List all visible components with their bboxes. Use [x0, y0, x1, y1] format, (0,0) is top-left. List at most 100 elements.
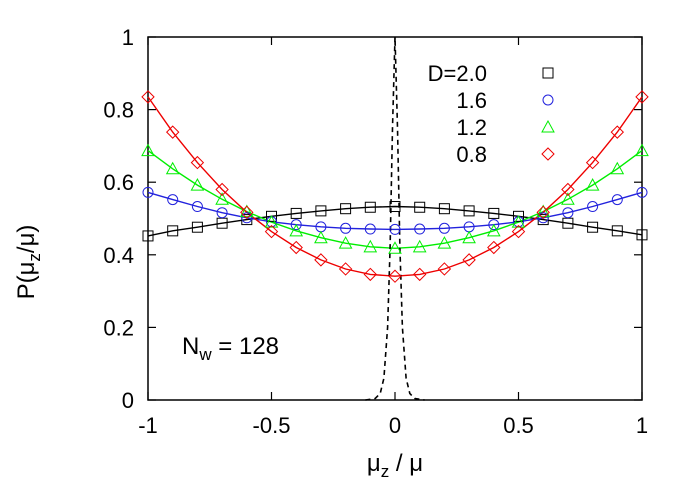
- data-point: [389, 201, 401, 213]
- data-point: [141, 143, 155, 157]
- legend-label: 0.8: [456, 142, 487, 167]
- data-point: [463, 205, 475, 217]
- x-tick-label: 0.5: [503, 413, 534, 438]
- legend-label: D=2.0: [428, 61, 487, 86]
- data-point: [488, 219, 500, 231]
- data-point: [191, 221, 203, 233]
- series-line-1: [147, 191, 643, 231]
- data-point: [338, 262, 353, 276]
- data-point: [338, 236, 353, 249]
- series-line-0: [147, 205, 643, 237]
- legend-marker: [541, 147, 555, 161]
- data-point: [486, 223, 501, 237]
- data-point: [562, 217, 574, 229]
- data-point: [462, 230, 476, 244]
- data-point: [611, 225, 623, 237]
- data-point: [190, 155, 205, 170]
- y-tick-label: 0.4: [103, 243, 134, 268]
- data-point: [414, 223, 426, 235]
- nw-annotation-rest: = 128: [212, 333, 279, 360]
- y-tick-label: 1: [122, 25, 134, 50]
- data-point: [536, 204, 551, 218]
- data-point: [264, 224, 279, 239]
- data-point: [438, 222, 450, 234]
- data-point: [438, 203, 450, 215]
- data-point: [167, 194, 179, 206]
- data-point: [264, 215, 279, 228]
- data-point: [165, 125, 180, 139]
- data-point: [363, 267, 378, 282]
- y-tick-label: 0.8: [103, 98, 134, 123]
- data-point: [414, 201, 426, 213]
- data-point: [562, 207, 574, 219]
- data-point: [536, 205, 550, 220]
- data-point: [340, 203, 352, 215]
- data-point: [462, 253, 476, 267]
- data-point: [290, 219, 302, 231]
- data-point: [585, 178, 600, 191]
- data-point: [388, 269, 402, 283]
- legend-marker: [542, 67, 554, 79]
- data-point: [142, 230, 154, 242]
- data-point: [587, 201, 599, 213]
- data-point: [611, 194, 623, 206]
- data-point: [585, 155, 600, 170]
- legend-marker: [541, 119, 555, 133]
- data-point: [388, 241, 402, 254]
- legend-label: 1.2: [456, 115, 487, 140]
- x-axis-label-main: μ: [367, 450, 381, 477]
- data-point: [636, 229, 648, 241]
- data-point: [314, 253, 328, 267]
- data-point: [610, 161, 625, 175]
- data-point: [289, 240, 303, 255]
- y-axis-label: P(μz/μ): [13, 225, 44, 300]
- data-point: [141, 90, 155, 104]
- data-point: [216, 207, 228, 219]
- data-point: [240, 205, 254, 220]
- data-point: [636, 186, 648, 198]
- y-tick-label: 0.6: [103, 170, 134, 195]
- data-point: [215, 182, 229, 197]
- data-point: [561, 182, 575, 197]
- nw-annotation-main: N: [182, 333, 199, 360]
- y-axis-label-sub: z: [25, 253, 44, 262]
- x-tick-label: 1: [636, 413, 648, 438]
- data-point: [142, 186, 154, 198]
- x-tick-label: -0.5: [253, 413, 291, 438]
- data-point: [437, 236, 452, 249]
- legend-label: 1.6: [456, 88, 487, 113]
- data-point: [635, 143, 649, 157]
- data-point: [610, 125, 625, 139]
- data-point: [241, 212, 253, 224]
- y-axis-label-post: /μ): [13, 225, 40, 254]
- data-point: [511, 224, 526, 239]
- x-axis-label: μz / μ: [367, 450, 423, 481]
- data-point: [216, 217, 228, 229]
- series-line-3: [147, 96, 643, 277]
- data-point: [513, 210, 524, 222]
- data-point: [190, 178, 205, 191]
- data-point: [363, 239, 378, 253]
- data-point: [289, 223, 304, 237]
- y-tick-label: 0.2: [103, 315, 134, 340]
- data-point: [635, 90, 649, 104]
- data-point: [364, 223, 376, 235]
- nw-annotation-sub: w: [198, 345, 212, 364]
- series-line-2: [147, 150, 643, 250]
- data-point: [314, 230, 328, 244]
- data-point: [290, 207, 302, 219]
- data-point: [561, 192, 575, 205]
- nw-annotation: Nw = 128: [182, 333, 279, 364]
- data-point: [191, 201, 203, 213]
- x-axis-label-rest: / μ: [389, 450, 423, 477]
- data-point: [315, 205, 327, 217]
- data-point: [511, 215, 526, 228]
- legend-marker: [542, 94, 554, 106]
- data-point: [487, 240, 501, 255]
- x-axis-label-sub: z: [381, 462, 390, 481]
- data-point: [165, 161, 180, 175]
- data-point: [266, 210, 277, 222]
- data-point: [215, 192, 229, 205]
- data-point: [537, 212, 549, 224]
